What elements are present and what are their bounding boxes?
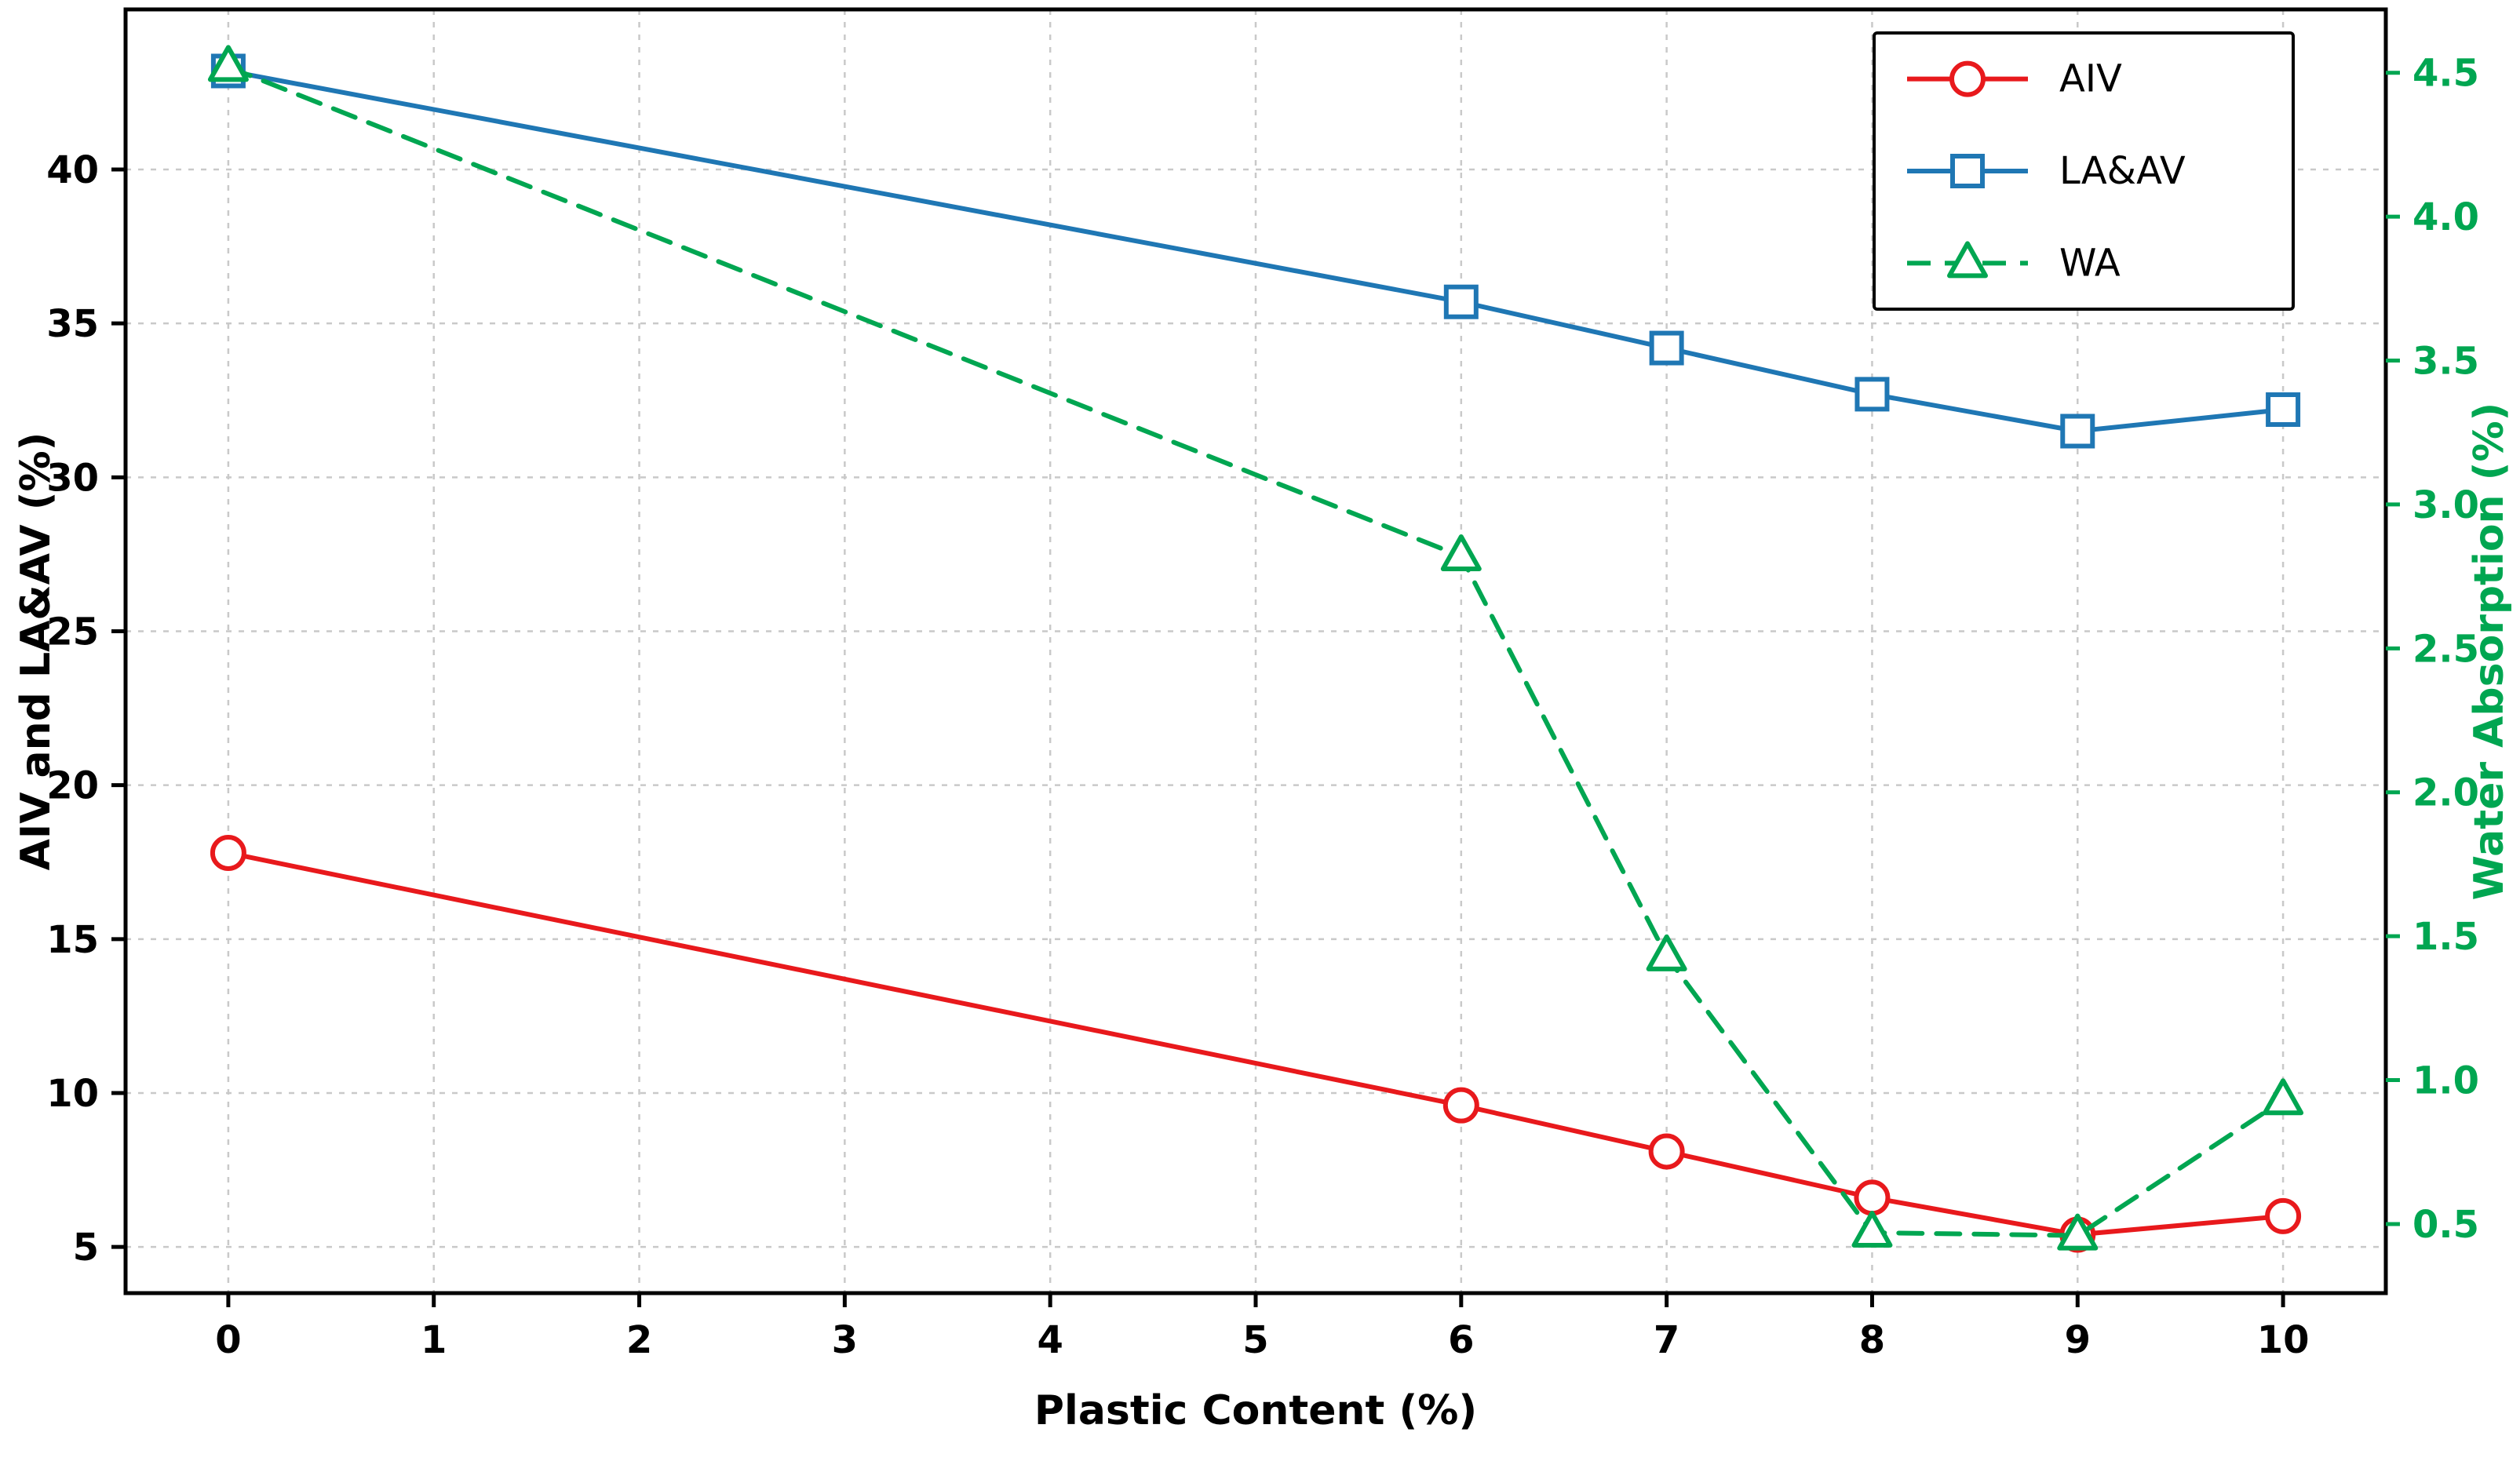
y-tick-label-left: 15	[46, 918, 99, 962]
y-tick-label-left: 25	[46, 610, 99, 654]
marker-circle	[1648, 1133, 1685, 1170]
marker-triangle	[1646, 934, 1687, 971]
marker-triangle	[1440, 534, 1482, 571]
y-tick-label-right: 3.0	[2412, 483, 2479, 527]
marker-square	[1649, 330, 1684, 366]
legend-marker-circle	[1949, 60, 1986, 97]
marker-triangle	[2263, 1078, 2304, 1116]
y-axis-title-left: AIV and LA&AV (%)	[13, 432, 60, 871]
legend-label: LA&AV	[2059, 149, 2186, 193]
marker-triangle	[2057, 1213, 2099, 1251]
marker-square	[2266, 392, 2301, 428]
y-axis-title-right: Water Absorption (%)	[2466, 402, 2513, 901]
y-tick-label-right: 4.0	[2412, 195, 2479, 239]
marker-circle	[2265, 1197, 2302, 1234]
marker-triangle	[1851, 1210, 1893, 1248]
marker-square	[2060, 414, 2095, 449]
x-tick-label: 8	[1859, 1318, 1885, 1362]
legend-label: AIV	[2059, 57, 2122, 101]
y-tick-label-right: 3.5	[2412, 340, 2479, 384]
marker-circle	[1854, 1179, 1891, 1216]
y-tick-label-right: 1.0	[2412, 1059, 2479, 1103]
y-tick-label-right: 2.5	[2412, 627, 2479, 671]
y-tick-label-right: 0.5	[2412, 1203, 2479, 1247]
series-line-aiv	[225, 850, 2286, 1237]
marker-square	[1854, 377, 1890, 412]
y-tick-label-left: 40	[46, 148, 99, 192]
x-tick-label: 4	[1037, 1318, 1063, 1362]
x-tick-label: 6	[1448, 1318, 1474, 1362]
marker-circle	[210, 834, 246, 871]
x-tick-label: 2	[626, 1318, 652, 1362]
x-tick-label: 9	[2065, 1318, 2091, 1362]
x-tick-label: 10	[2257, 1318, 2310, 1362]
legend-label: WA	[2059, 241, 2121, 285]
y-tick-label-left: 20	[46, 764, 99, 808]
y-tick-label-right: 2.0	[2412, 771, 2479, 815]
legend-marker-triangle	[1947, 241, 1988, 279]
marker-triangle	[207, 45, 249, 82]
y-tick-label-left: 35	[46, 302, 99, 346]
marker-circle	[1442, 1087, 1479, 1124]
legend-marker-square	[1950, 154, 1985, 188]
x-axis-title: Plastic Content (%)	[1034, 1387, 1478, 1434]
y-tick-label-left: 5	[73, 1226, 99, 1270]
x-tick-label: 3	[832, 1318, 858, 1362]
x-tick-label: 5	[1242, 1318, 1268, 1362]
y-tick-label-left: 10	[46, 1072, 99, 1116]
series-line-laav	[225, 68, 2286, 434]
marker-square	[1443, 284, 1479, 319]
x-tick-label: 7	[1654, 1318, 1679, 1362]
y-tick-label-right: 1.5	[2412, 915, 2479, 959]
series-line-wa	[225, 64, 2286, 1238]
legend-box	[1873, 31, 2295, 311]
y-tick-label-right: 4.5	[2412, 52, 2479, 96]
x-tick-label: 1	[421, 1318, 447, 1362]
x-tick-label: 0	[215, 1318, 241, 1362]
y-tick-label-left: 30	[46, 456, 99, 500]
